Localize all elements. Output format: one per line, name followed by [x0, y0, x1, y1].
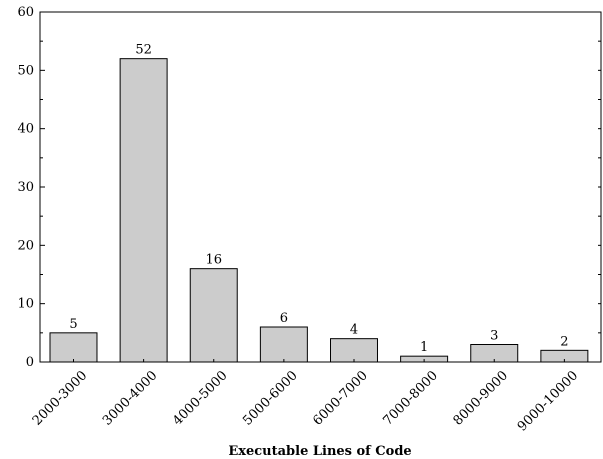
bar-3000-4000	[119, 58, 168, 363]
bar-4000-5000	[189, 268, 238, 363]
bars: 5 52 16 6 4 1 3 2	[49, 43, 589, 363]
data-label: 3	[490, 329, 498, 344]
x-tick-label: 7000-8000	[380, 368, 441, 429]
y-tick-label: 20	[17, 238, 34, 253]
right-minor-ticks	[598, 40, 601, 334]
data-label: 5	[69, 317, 77, 332]
data-label: 1	[420, 340, 428, 355]
bar-5000-6000	[259, 326, 308, 363]
y-tick-label: 10	[17, 297, 34, 312]
y-tick-label: 60	[17, 5, 34, 20]
x-tick-label: 4000-5000	[170, 368, 231, 429]
data-label: 52	[135, 43, 152, 58]
x-tick-label: 2000-3000	[30, 368, 91, 429]
y-tick-label: 40	[17, 122, 34, 137]
x-tick-label: 3000-4000	[100, 368, 161, 429]
data-label: 16	[205, 253, 222, 268]
x-tick-label: 9000-10000	[515, 368, 581, 434]
y-axis: 0 10 20 30 40 50 60	[17, 5, 45, 370]
data-label: 6	[280, 311, 288, 326]
data-label: 4	[350, 323, 358, 338]
y-tick-label: 50	[17, 63, 34, 78]
x-tick-label: 8000-9000	[451, 368, 512, 429]
y-tick-label: 0	[26, 355, 34, 370]
x-tick-label: 6000-7000	[310, 368, 371, 429]
data-label: 2	[560, 334, 568, 349]
bar-6000-7000	[330, 338, 378, 363]
x-axis-title: Executable Lines of Code	[228, 444, 411, 459]
bar-2000-3000	[49, 332, 98, 363]
x-tick-label: 5000-6000	[240, 368, 301, 429]
y-tick-label: 30	[17, 180, 34, 195]
x-axis: 2000-3000 3000-4000 4000-5000 5000-6000 6000…	[30, 359, 581, 435]
